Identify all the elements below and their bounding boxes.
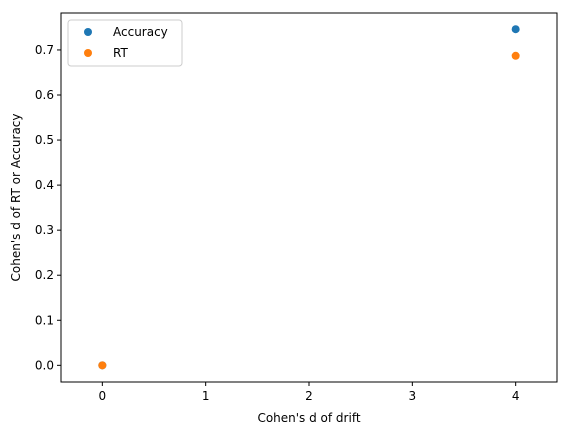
x-axis-title: Cohen's d of drift — [257, 411, 360, 425]
y-tick-label: 0.2 — [35, 268, 54, 282]
x-tick-label: 0 — [99, 389, 107, 403]
y-tick-label: 0.6 — [35, 88, 54, 102]
point-accuracy — [511, 25, 520, 34]
x-tick-label: 1 — [202, 389, 210, 403]
point-rt — [511, 51, 520, 60]
legend-marker-rt — [84, 49, 92, 57]
y-tick-label: 0.4 — [35, 178, 54, 192]
y-tick-label: 0.7 — [35, 43, 54, 57]
y-tick-label: 0.0 — [35, 358, 54, 372]
x-tick-label: 3 — [409, 389, 417, 403]
x-tick-label: 2 — [305, 389, 313, 403]
y-tick-label: 0.5 — [35, 133, 54, 147]
legend-marker-accuracy — [84, 28, 92, 36]
y-tick-label: 0.1 — [35, 313, 54, 327]
legend: Accuracy RT — [67, 19, 183, 67]
legend-label-accuracy: Accuracy — [113, 25, 168, 39]
y-tick-label: 0.3 — [35, 223, 54, 237]
y-axis-title: Cohen's d of RT or Accuracy — [9, 114, 23, 282]
legend-label-rt: RT — [113, 46, 128, 60]
legend-box — [67, 19, 183, 67]
x-tick-label: 4 — [512, 389, 520, 403]
point-rt — [98, 361, 107, 370]
